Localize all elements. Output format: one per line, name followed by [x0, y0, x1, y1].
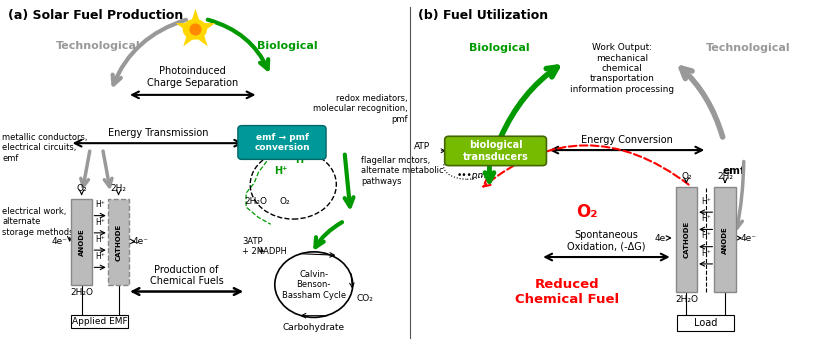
Text: Calvin-
Benson-
Bassham Cycle: Calvin- Benson- Bassham Cycle	[282, 270, 346, 299]
Text: Spontaneous
Oxidation, (-ΔG): Spontaneous Oxidation, (-ΔG)	[567, 230, 646, 252]
Text: 2H₂O: 2H₂O	[70, 288, 93, 297]
FancyBboxPatch shape	[71, 315, 128, 328]
Text: Production of
Chemical Fuels: Production of Chemical Fuels	[150, 265, 224, 286]
Text: Carbohydrate: Carbohydrate	[283, 323, 345, 332]
Text: •••pmf: •••pmf	[457, 171, 490, 180]
Text: flagellar motors,
alternate metabolic
pathways: flagellar motors, alternate metabolic pa…	[361, 156, 444, 186]
FancyBboxPatch shape	[71, 199, 92, 285]
Text: ANODE: ANODE	[722, 226, 728, 254]
Text: 3ATP
+ 2NADPH: 3ATP + 2NADPH	[242, 237, 287, 256]
Text: 4e⁻: 4e⁻	[132, 237, 149, 246]
Text: 4e⁻: 4e⁻	[51, 237, 68, 246]
FancyBboxPatch shape	[108, 199, 129, 285]
Text: Energy Conversion: Energy Conversion	[581, 135, 673, 145]
Text: H⁺: H⁺	[95, 252, 105, 261]
FancyBboxPatch shape	[715, 187, 735, 292]
Text: Energy Transmission: Energy Transmission	[108, 128, 208, 138]
Text: Photoinduced
Charge Separation: Photoinduced Charge Separation	[147, 66, 239, 88]
Text: O₂: O₂	[76, 184, 87, 193]
FancyBboxPatch shape	[676, 187, 697, 292]
Text: 2H₂: 2H₂	[110, 184, 127, 193]
FancyBboxPatch shape	[444, 136, 547, 166]
FancyBboxPatch shape	[677, 315, 734, 331]
Text: 4e⁻: 4e⁻	[654, 234, 671, 243]
Text: emf: emf	[722, 166, 745, 176]
Text: O₂: O₂	[681, 172, 692, 181]
Text: H⁺: H⁺	[95, 235, 105, 244]
Text: redox mediators,
molecular recognition,
pmf: redox mediators, molecular recognition, …	[314, 94, 408, 124]
Text: 2H₂O: 2H₂O	[245, 197, 268, 206]
Text: Technological: Technological	[56, 41, 141, 51]
Text: (a) Solar Fuel Production: (a) Solar Fuel Production	[8, 9, 184, 22]
Text: Reduced
Chemical Fuel: Reduced Chemical Fuel	[515, 277, 618, 306]
Point	[188, 27, 201, 32]
Text: electrical work,
alternate
storage methods: electrical work, alternate storage metho…	[2, 207, 74, 237]
Text: emf → pmf
conversion: emf → pmf conversion	[254, 133, 310, 152]
Text: H⁺: H⁺	[701, 249, 711, 258]
Text: H⁺: H⁺	[95, 218, 105, 227]
Text: H⁺: H⁺	[275, 166, 288, 176]
Text: H⁺: H⁺	[701, 214, 711, 223]
Text: (b) Fuel Utilization: (b) Fuel Utilization	[418, 9, 548, 22]
Text: biological
transducers: biological transducers	[462, 140, 529, 161]
Text: O₂: O₂	[576, 203, 598, 221]
Text: H⁺: H⁺	[701, 231, 711, 240]
Text: 2H₂O: 2H₂O	[675, 295, 698, 304]
Text: Biological: Biological	[469, 43, 530, 53]
Text: CATHODE: CATHODE	[683, 221, 690, 258]
Text: Work Output:
mechanical
chemical
transportation
information processing: Work Output: mechanical chemical transpo…	[569, 43, 674, 94]
Text: 4e⁻: 4e⁻	[741, 234, 757, 243]
Text: CATHODE: CATHODE	[115, 224, 122, 261]
Circle shape	[183, 20, 207, 39]
Text: Biological: Biological	[257, 41, 318, 51]
Text: CO₂: CO₂	[357, 294, 373, 303]
Text: H⁺: H⁺	[701, 197, 711, 206]
Text: Technological: Technological	[706, 43, 790, 53]
Text: Applied EMF: Applied EMF	[72, 317, 127, 326]
Text: O₂: O₂	[279, 197, 290, 206]
Point	[188, 27, 201, 32]
Text: ANODE: ANODE	[78, 228, 85, 256]
Text: 2H₂: 2H₂	[717, 172, 733, 181]
Text: H⁺: H⁺	[95, 200, 105, 209]
FancyBboxPatch shape	[238, 126, 326, 159]
Text: H⁺: H⁺	[295, 156, 308, 165]
Text: metallic conductors,
electrical circuits,
emf: metallic conductors, electrical circuits…	[2, 133, 87, 162]
Text: ATP: ATP	[414, 142, 431, 151]
Text: Load: Load	[694, 318, 717, 328]
